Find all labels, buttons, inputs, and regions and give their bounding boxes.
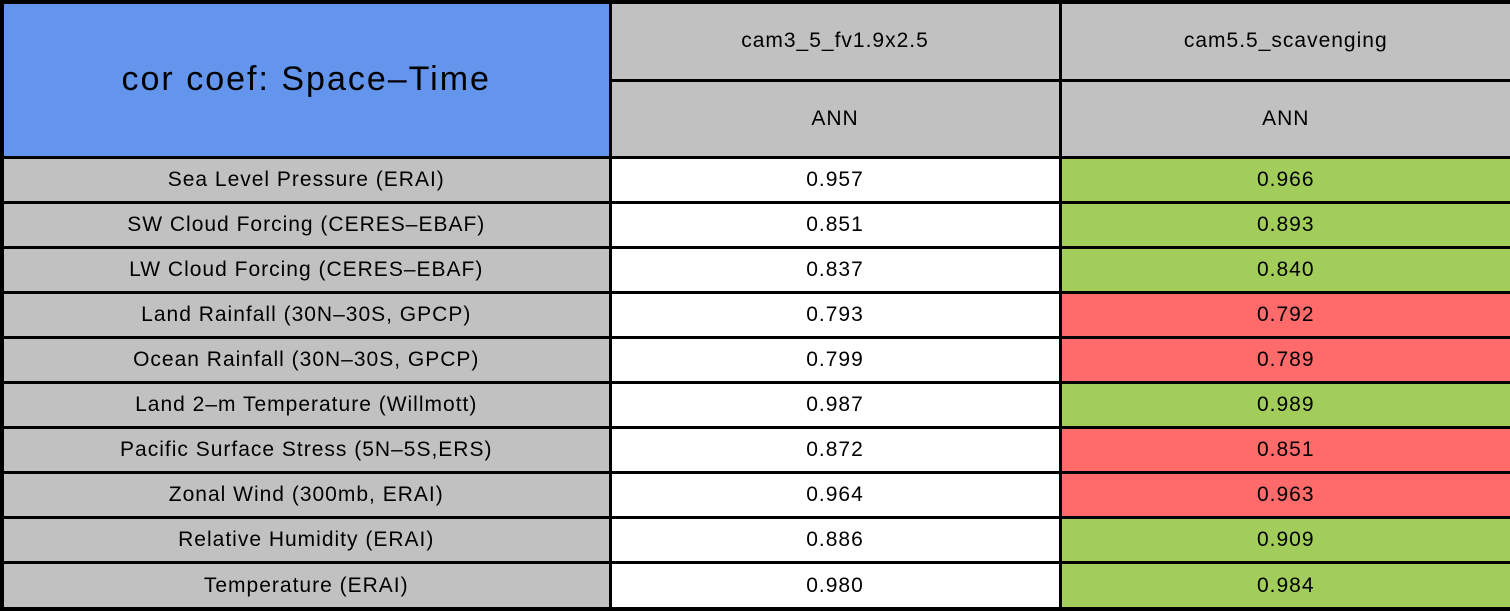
column-subheader-season-1: ANN: [608, 78, 1062, 159]
row-label: Land Rainfall (30N–30S, GPCP): [0, 290, 612, 339]
value-cell: 0.872: [608, 426, 1062, 475]
value-cell: 0.984: [1058, 561, 1510, 611]
value-cell: 0.980: [608, 561, 1062, 611]
value-cell: 0.964: [608, 471, 1062, 520]
row-label: Temperature (ERAI): [0, 561, 612, 611]
value-cell: 0.789: [1058, 335, 1510, 385]
value-cell: 0.851: [608, 200, 1062, 249]
table-row: Pacific Surface Stress (5N–5S,ERS) 0.872…: [0, 426, 1510, 475]
table-row: Temperature (ERAI) 0.980 0.984: [0, 561, 1510, 611]
value-cell: 0.989: [1058, 381, 1510, 430]
table-row: Ocean Rainfall (30N–30S, GPCP) 0.799 0.7…: [0, 335, 1510, 385]
table-row: LW Cloud Forcing (CERES–EBAF) 0.837 0.84…: [0, 245, 1510, 294]
value-cell: 0.893: [1058, 200, 1510, 249]
row-label: Sea Level Pressure (ERAI): [0, 155, 612, 204]
value-cell: 0.792: [1058, 290, 1510, 339]
row-label: LW Cloud Forcing (CERES–EBAF): [0, 245, 612, 294]
value-cell: 0.886: [608, 516, 1062, 565]
value-cell: 0.793: [608, 290, 1062, 339]
row-label: Zonal Wind (300mb, ERAI): [0, 471, 612, 520]
column-header-model-2: cam5.5_scavenging: [1058, 0, 1510, 82]
value-cell: 0.966: [1058, 155, 1510, 204]
table-row: Sea Level Pressure (ERAI) 0.957 0.966: [0, 155, 1510, 204]
column-subheader-season-2: ANN: [1058, 78, 1510, 159]
row-label: Land 2–m Temperature (Willmott): [0, 381, 612, 430]
value-cell: 0.799: [608, 335, 1062, 385]
column-header-model-1: cam3_5_fv1.9x2.5: [608, 0, 1062, 82]
table-row: Relative Humidity (ERAI) 0.886 0.909: [0, 516, 1510, 565]
row-label: Relative Humidity (ERAI): [0, 516, 612, 565]
table-title: cor coef: Space–Time: [0, 0, 612, 159]
table-row: Zonal Wind (300mb, ERAI) 0.964 0.963: [0, 471, 1510, 520]
table-row: Land 2–m Temperature (Willmott) 0.987 0.…: [0, 381, 1510, 430]
value-cell: 0.851: [1058, 426, 1510, 475]
row-label: Pacific Surface Stress (5N–5S,ERS): [0, 426, 612, 475]
header-row-models: cor coef: Space–Time cam3_5_fv1.9x2.5 ca…: [0, 0, 1510, 159]
row-label: Ocean Rainfall (30N–30S, GPCP): [0, 335, 612, 385]
value-cell: 0.963: [1058, 471, 1510, 520]
value-cell: 0.840: [1058, 245, 1510, 294]
row-label: SW Cloud Forcing (CERES–EBAF): [0, 200, 612, 249]
value-cell: 0.837: [608, 245, 1062, 294]
table-row: Land Rainfall (30N–30S, GPCP) 0.793 0.79…: [0, 290, 1510, 339]
value-cell: 0.957: [608, 155, 1062, 204]
value-cell: 0.909: [1058, 516, 1510, 565]
table-row: SW Cloud Forcing (CERES–EBAF) 0.851 0.89…: [0, 200, 1510, 249]
value-cell: 0.987: [608, 381, 1062, 430]
